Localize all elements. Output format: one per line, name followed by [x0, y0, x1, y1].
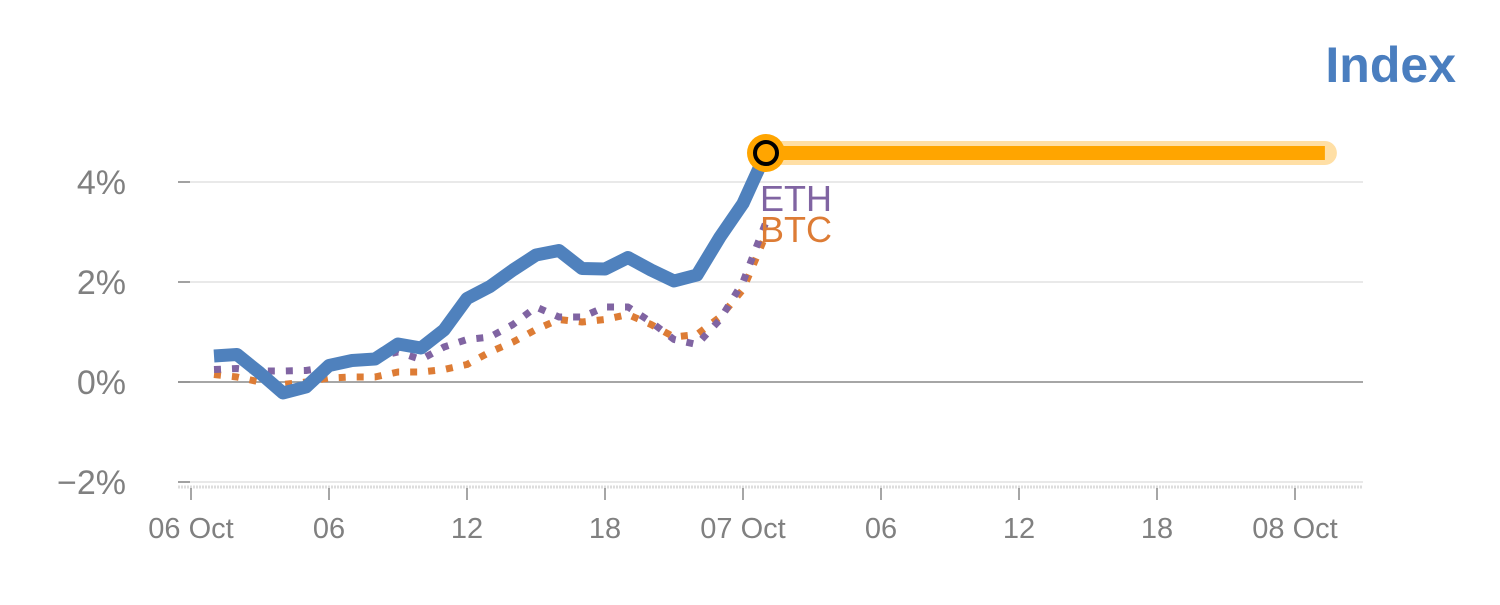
x-tick-label: 06	[313, 513, 345, 545]
current-point-marker	[753, 140, 779, 166]
x-tick-label: 06	[865, 513, 897, 545]
y-tick-label: −2%	[57, 464, 126, 502]
series-btc-line	[213, 233, 770, 388]
series-label-btc: BTC	[760, 209, 832, 250]
x-tick-label: 18	[1141, 513, 1173, 545]
series-index-line	[213, 150, 772, 400]
chart-title: Index	[1325, 37, 1456, 93]
x-tick-label: 07 Oct	[700, 513, 785, 545]
y-tick-label: 2%	[77, 264, 126, 302]
x-tick-label: 08 Oct	[1252, 513, 1337, 545]
y-tick-label: 0%	[77, 364, 126, 402]
series-label-eth: ETH	[760, 178, 832, 219]
y-tick-label: 4%	[77, 164, 126, 202]
x-tick-label: 06 Oct	[148, 513, 233, 545]
x-tick-label: 12	[1003, 513, 1035, 545]
series-eth-line	[213, 220, 770, 375]
x-tick-label: 18	[589, 513, 621, 545]
x-tick-label: 12	[451, 513, 483, 545]
